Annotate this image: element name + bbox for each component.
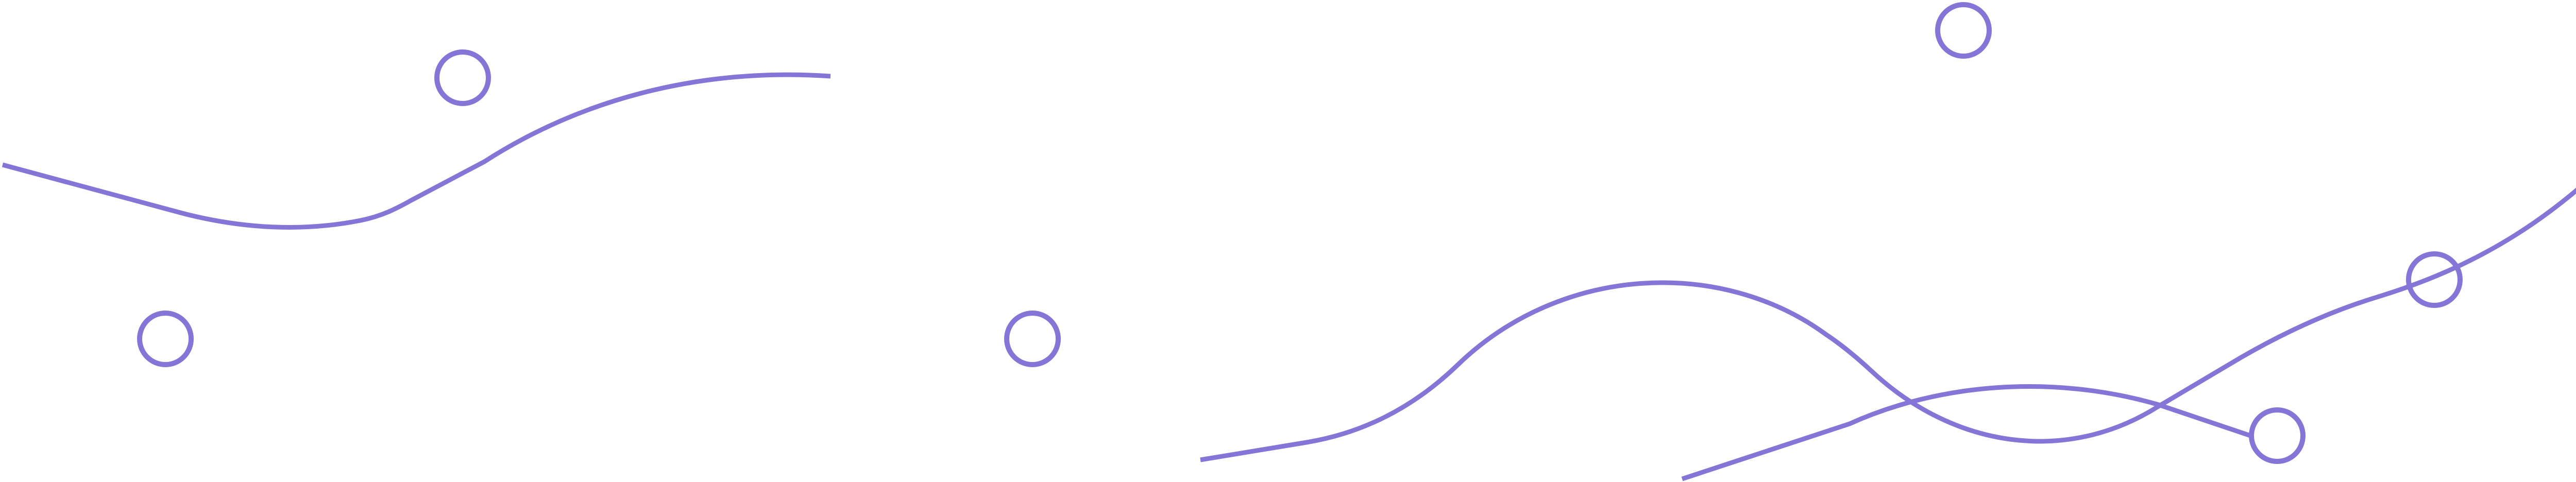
wave-line-center: [1200, 187, 2576, 462]
ring-bottom-left: [137, 311, 194, 367]
wave-line-right-lower: [1681, 384, 2251, 481]
ring-top-left: [434, 49, 491, 106]
ring-middle: [1004, 311, 1061, 367]
ring-top-right: [1935, 2, 1992, 59]
ring-right-upper: [2406, 251, 2463, 308]
ring-right-lower: [2249, 407, 2306, 464]
wave-line-left: [2, 72, 831, 230]
